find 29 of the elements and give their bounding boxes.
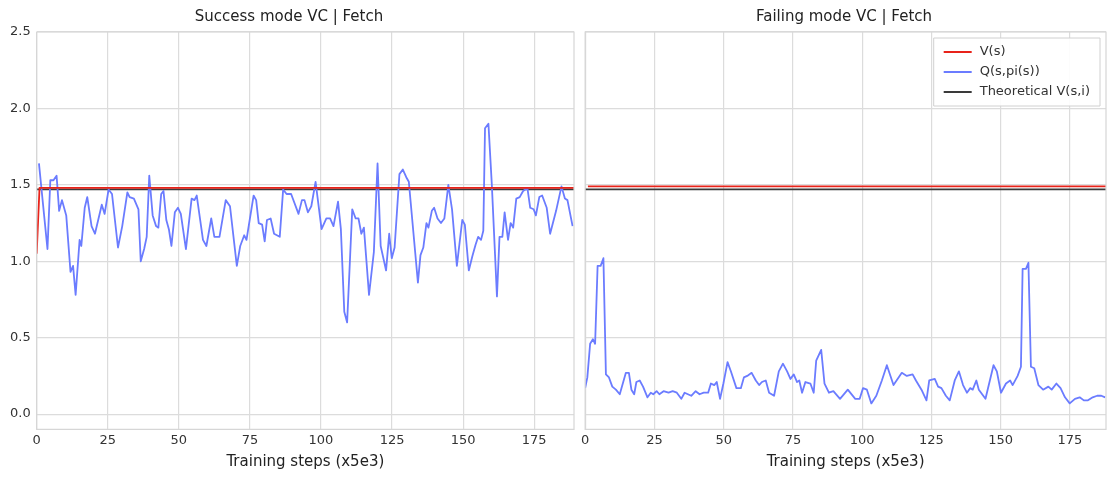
x-tick-label: 125 [919,431,944,447]
y-tick-label: 1.0 [9,252,31,268]
x-axis-title: Training steps (x5e3) [225,451,385,470]
x-axis-title: Training steps (x5e3) [765,451,925,470]
x-tick-label: 0 [580,431,590,447]
x-tick-label: 50 [715,431,732,447]
x-tick-label: 100 [849,431,875,447]
chart-title: Success mode VC | Fetch [194,6,384,25]
x-tick-label: 50 [170,431,188,447]
x-tick-label: 175 [521,431,547,447]
legend-label: V(s) [979,43,1006,59]
x-tick-label: 150 [988,431,1014,447]
x-tick-label: 25 [646,431,663,447]
x-tick-label: 100 [308,431,334,447]
x-tick-label: 0 [32,431,41,447]
y-tick-label: 2.0 [9,99,31,115]
chart-title: Failing mode VC | Fetch [755,6,933,25]
y-tick-label: 0.0 [9,405,31,421]
legend-label: Q(s,pi(s)) [979,63,1040,79]
y-tick-label: 0.5 [9,329,31,345]
x-tick-label: 25 [99,431,117,447]
x-tick-label: 175 [1057,431,1083,447]
legend-label: Theoretical V(s,i) [978,83,1090,99]
x-tick-label: 150 [450,431,476,447]
x-tick-label: 125 [379,431,405,447]
x-tick-label: 75 [784,431,802,447]
y-tick-label: 1.5 [9,176,31,192]
x-tick-label: 75 [241,431,259,447]
y-tick-label: 2.5 [9,23,31,39]
